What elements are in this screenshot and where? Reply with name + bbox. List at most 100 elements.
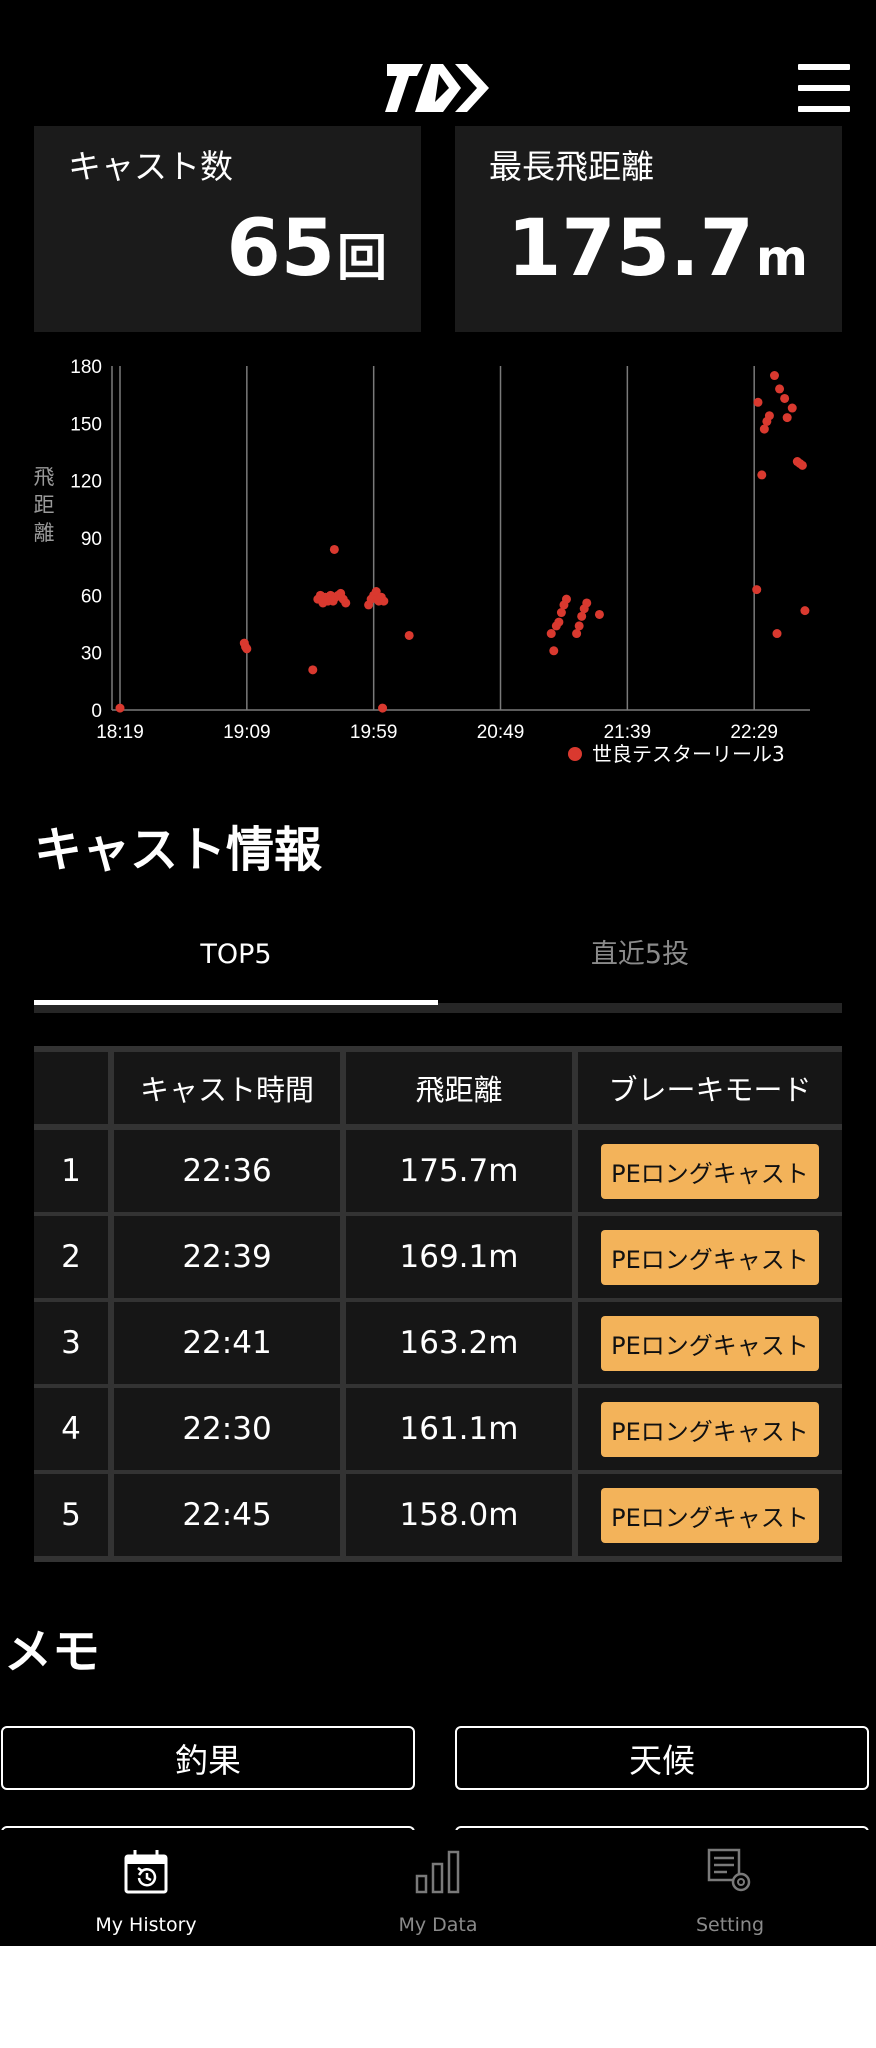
time-cell: 22:39 <box>114 1216 340 1298</box>
distance-cell: 169.1m <box>346 1216 572 1298</box>
data-point <box>404 630 414 640</box>
legend-marker <box>568 747 582 761</box>
table-row: 2 22:39 169.1m PEロングキャスト <box>34 1216 842 1298</box>
data-point <box>782 413 792 423</box>
weather-button[interactable]: 天候 <box>455 1726 869 1790</box>
y-tick-label: 150 <box>70 414 102 435</box>
distance-scatter-chart: 18:19 19:09 19:59 20:49 21:39 22:29 0 30 60 90 120… <box>34 357 810 766</box>
data-point <box>242 644 252 654</box>
catch-result-button[interactable]: 釣果 <box>1 1726 415 1790</box>
data-point <box>561 594 571 604</box>
data-point <box>549 646 559 656</box>
calendar-history-icon <box>124 1850 168 1894</box>
y-axis-label-char: 飛 <box>34 465 55 489</box>
max-distance-unit: m <box>755 229 808 287</box>
y-tick-label: 120 <box>70 472 102 493</box>
data-point <box>574 621 584 631</box>
x-tick-label: 19:59 <box>350 722 398 743</box>
data-point <box>582 598 592 608</box>
hamburger-menu-icon[interactable] <box>796 62 850 114</box>
nav-my-history[interactable]: My History <box>0 1830 292 1946</box>
y-tick-label: 90 <box>81 529 102 550</box>
max-distance-label: 最長飛距離 <box>489 147 654 186</box>
distance-cell: 163.2m <box>346 1302 572 1384</box>
y-tick-label: 0 <box>91 701 102 722</box>
brake-mode-cell: PEロングキャスト <box>578 1474 842 1556</box>
cast-count-label: キャスト数 <box>68 147 233 186</box>
rank-cell: 3 <box>34 1302 108 1384</box>
data-point <box>772 629 782 639</box>
x-tick-label: 20:49 <box>477 722 525 743</box>
time-cell: 22:45 <box>114 1474 340 1556</box>
tab-recent-5[interactable]: 直近5投 <box>590 939 690 970</box>
data-point <box>800 606 810 616</box>
cast-count-value: 65回 <box>226 204 387 294</box>
x-tick-label: 19:09 <box>223 722 271 743</box>
data-point <box>780 393 790 403</box>
time-cell: 22:30 <box>114 1388 340 1470</box>
distance-cell: 158.0m <box>346 1474 572 1556</box>
brake-mode-cell: PEロングキャスト <box>578 1216 842 1298</box>
table-row: 4 22:30 161.1m PEロングキャスト <box>34 1388 842 1470</box>
distance-cell: 161.1m <box>346 1388 572 1470</box>
brake-mode-badge: PEロングキャスト <box>601 1229 819 1285</box>
rank-cell: 1 <box>34 1130 108 1212</box>
y-tick-label: 30 <box>81 644 102 665</box>
brake-mode-badge: PEロングキャスト <box>601 1143 819 1199</box>
data-point <box>115 703 125 713</box>
column-header-rank <box>34 1052 108 1124</box>
app-screen: キャスト数 65回 最長飛距離 175.7m 18:19 19:09 19:59 20… <box>0 0 876 1946</box>
nav-label-my-history: My History <box>95 1914 197 1936</box>
column-header-distance: 飛距離 <box>346 1052 572 1124</box>
nav-setting[interactable]: Setting <box>584 1830 876 1946</box>
data-point <box>753 397 763 407</box>
data-point <box>329 544 339 554</box>
brake-mode-badge: PEロングキャスト <box>601 1315 819 1371</box>
data-point <box>787 403 797 413</box>
active-tab-indicator <box>34 1000 438 1005</box>
x-tick-label: 18:19 <box>96 722 144 743</box>
data-point <box>378 703 388 713</box>
bottom-nav: My History My Data Setting <box>0 1830 876 1946</box>
column-header-brake-mode: ブレーキモード <box>578 1052 842 1124</box>
nav-label-my-data: My Data <box>398 1914 478 1936</box>
data-point <box>341 598 351 608</box>
brake-mode-cell: PEロングキャスト <box>578 1302 842 1384</box>
brake-mode-badge: PEロングキャスト <box>601 1401 819 1457</box>
settings-gear-icon <box>707 1848 751 1892</box>
data-point <box>752 585 762 595</box>
table-row: 5 22:45 158.0m PEロングキャスト <box>34 1474 842 1556</box>
distance-cell: 175.7m <box>346 1130 572 1212</box>
table-row: 1 22:36 175.7m PEロングキャスト <box>34 1130 842 1212</box>
data-point <box>797 460 807 470</box>
data-point <box>594 609 604 619</box>
y-tick-label: 180 <box>70 357 102 378</box>
nav-label-setting: Setting <box>695 1914 765 1936</box>
rank-cell: 5 <box>34 1474 108 1556</box>
cast-table: キャスト時間 飛距離 ブレーキモード 1 22:36 175.7m PEロングキ… <box>34 1046 842 1562</box>
cast-info-title: キャスト情報 <box>34 822 323 878</box>
tab-top5[interactable]: TOP5 <box>200 939 272 970</box>
cast-count-unit: 回 <box>337 229 387 287</box>
data-point <box>379 596 389 606</box>
data-point <box>769 371 779 381</box>
max-distance-card: 最長飛距離 175.7m <box>455 126 842 332</box>
data-point <box>775 384 785 394</box>
table-row: 3 22:41 163.2m PEロングキャスト <box>34 1302 842 1384</box>
brake-mode-cell: PEロングキャスト <box>578 1388 842 1470</box>
nav-my-data[interactable]: My Data <box>292 1830 584 1946</box>
bar-chart-icon <box>415 1850 460 1894</box>
data-point <box>572 629 582 639</box>
data-point <box>308 665 318 675</box>
tab-rail <box>34 1003 842 1013</box>
data-point <box>764 411 774 421</box>
memo-title: メモ <box>4 1624 101 1680</box>
max-distance-value: 175.7m <box>507 204 808 294</box>
x-tick-label: 22:29 <box>730 722 778 743</box>
column-header-time: キャスト時間 <box>114 1052 340 1124</box>
time-cell: 22:36 <box>114 1130 340 1212</box>
x-tick-label: 21:39 <box>604 722 652 743</box>
data-point <box>554 617 564 627</box>
brake-mode-badge: PEロングキャスト <box>601 1487 819 1543</box>
time-cell: 22:41 <box>114 1302 340 1384</box>
